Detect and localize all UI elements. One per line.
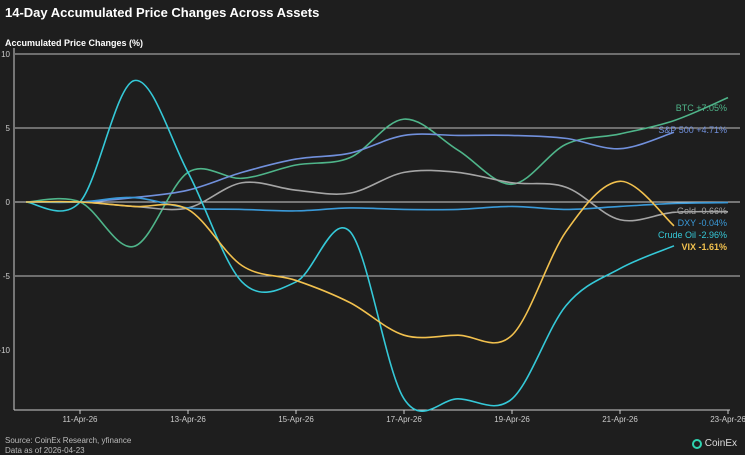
x-tick-label: 23-Apr-26 [710, 415, 745, 424]
source-note: Source: CoinEx Research, yfinance [5, 436, 132, 445]
logo-text: CoinEx [704, 438, 737, 449]
series-line-crude-oil [25, 79, 675, 412]
series-line-vix [25, 180, 675, 344]
x-tick-label: 11-Apr-26 [63, 415, 99, 424]
series-end-label: S&P 500 +4.71% [658, 125, 727, 135]
chart-title: 14-Day Accumulated Price Changes Across … [5, 5, 320, 20]
y-tick-label: 0 [6, 198, 11, 207]
y-tick-label: -10 [0, 346, 11, 355]
x-tick-label: 21-Apr-26 [602, 415, 638, 424]
series-end-label: VIX -1.61% [681, 242, 727, 252]
series-end-label: DXY -0.04% [678, 218, 727, 228]
series-line-btc [25, 96, 729, 248]
coinex-logo-icon [691, 438, 702, 449]
y-tick-label: 10 [1, 50, 10, 59]
x-tick-label: 17-Apr-26 [386, 415, 422, 424]
y-axis-label: Accumulated Price Changes (%) [5, 38, 144, 48]
y-tick-label: 5 [6, 124, 11, 133]
coinex-logo: CoinEx [691, 438, 737, 449]
x-tick-label: 19-Apr-26 [494, 415, 530, 424]
date-note: Data as of 2026-04-23 [5, 446, 85, 455]
x-tick-label: 15-Apr-26 [278, 415, 314, 424]
series-line-dxy [25, 196, 729, 212]
y-tick-label: -5 [3, 272, 11, 281]
series-end-label: BTC +7.05% [676, 103, 727, 113]
series-end-label: Crude Oil -2.96% [658, 230, 727, 240]
x-tick-label: 13-Apr-26 [170, 415, 206, 424]
series-end-label: Gold -0.66% [677, 206, 727, 216]
series-line-gold [25, 169, 729, 222]
